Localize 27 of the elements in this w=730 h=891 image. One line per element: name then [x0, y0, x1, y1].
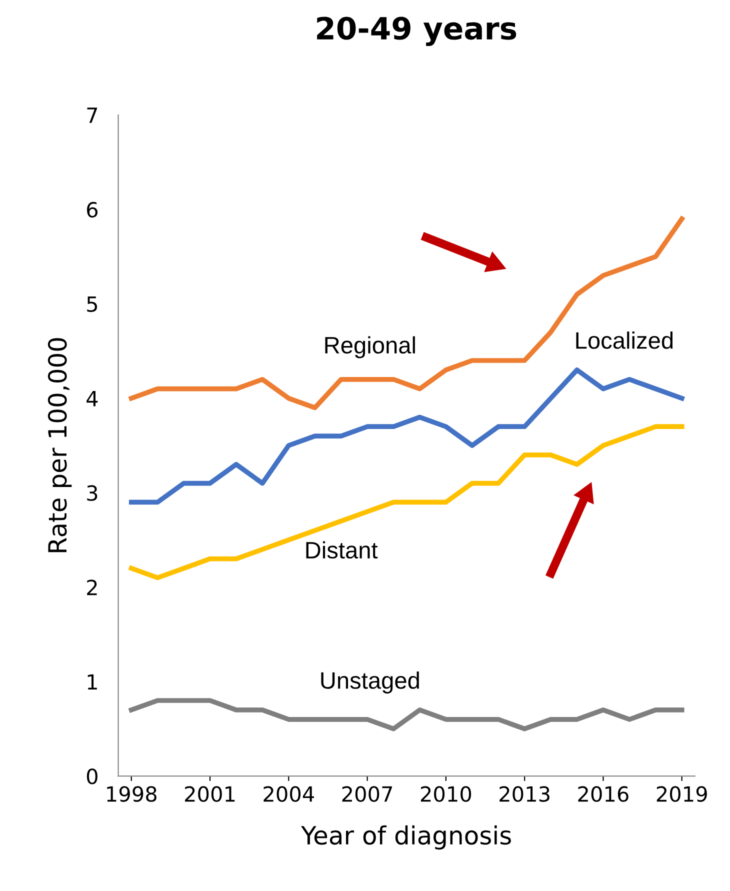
y-tick-label: 5 [87, 296, 97, 312]
series-label: Regional [325, 336, 415, 358]
x-tick-label: 2013 [500, 786, 550, 802]
line-series [128, 368, 684, 505]
y-tick-label: 6 [87, 202, 98, 218]
line-series [128, 424, 684, 580]
x-tick-label: 2004 [264, 786, 314, 802]
line-series [128, 216, 684, 410]
x-tick-label: 2016 [578, 786, 628, 802]
x-tick-label: 2010 [420, 786, 472, 802]
y-axis-title: Rate per 100,000 [48, 338, 72, 552]
y-tick-label: 7 [87, 108, 98, 123]
series-label: Unstaged [321, 672, 419, 694]
line-series [128, 698, 684, 732]
chart-title: 20-49 years [317, 16, 516, 46]
y-tick-label: 2 [87, 580, 97, 596]
x-axis-title: Year of diagnosis [301, 825, 511, 850]
x-tick-label: 1998 [107, 786, 156, 802]
y-tick-label: 4 [86, 391, 98, 406]
series-label: Localized [576, 332, 673, 349]
x-tick-label: 2019 [656, 786, 707, 802]
y-tick-label: 3 [87, 485, 98, 501]
y-tick-label: 1 [88, 674, 97, 690]
y-tick-label: 0 [86, 768, 98, 784]
x-tick-label: 2007 [342, 786, 392, 802]
series-label: Distant [306, 541, 378, 559]
x-tick-label: 2001 [185, 786, 235, 802]
